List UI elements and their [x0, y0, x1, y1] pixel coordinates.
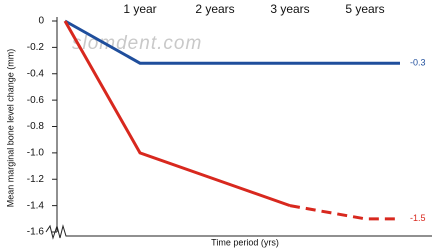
y-tick-label: -0.4 — [27, 68, 45, 79]
x-tick-label: 1 year — [123, 2, 156, 16]
y-tick-label: 0 — [38, 16, 44, 27]
y-tick-label: -0.2 — [27, 42, 45, 53]
series-line — [63, 20, 291, 208]
x-tick-label: 2 years — [195, 2, 234, 16]
watermark: slomdent.com — [72, 33, 202, 54]
value-label: -1.5 — [410, 213, 426, 223]
y-tick-label: -1.6 — [27, 227, 45, 238]
y-tick-label: -0.8 — [27, 121, 45, 132]
x-tick-label: 3 years — [270, 2, 309, 16]
x-tick-label: 5 years — [345, 2, 384, 16]
series-line-dashed — [289, 204, 400, 221]
value-label: -0.3 — [410, 58, 426, 68]
y-axis-label: Mean marginal bone level change (mm) — [5, 49, 15, 208]
y-tick-label: -0.6 — [27, 95, 45, 106]
axis-break — [45, 224, 70, 240]
y-tick-label: -1.2 — [27, 174, 45, 185]
x-axis-label: Time period (yrs) — [211, 237, 279, 247]
y-tick-label: -1.4 — [27, 200, 45, 211]
series-line — [64, 19, 400, 65]
y-tick-label: -1.0 — [27, 148, 45, 159]
